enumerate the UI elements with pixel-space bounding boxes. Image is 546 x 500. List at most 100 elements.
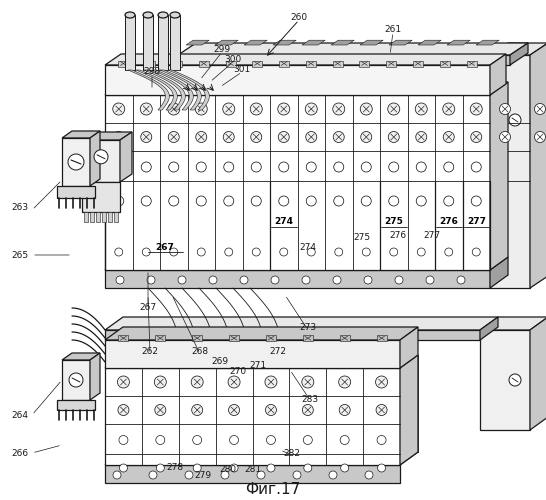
- Text: 282: 282: [283, 448, 300, 458]
- Circle shape: [376, 376, 388, 388]
- Polygon shape: [168, 70, 209, 110]
- Text: 270: 270: [229, 368, 247, 376]
- Text: 267: 267: [139, 304, 157, 312]
- Polygon shape: [84, 212, 88, 222]
- Text: 283: 283: [301, 396, 318, 404]
- Polygon shape: [105, 452, 418, 465]
- Polygon shape: [105, 355, 418, 368]
- Circle shape: [230, 464, 238, 472]
- Circle shape: [120, 464, 127, 472]
- Polygon shape: [331, 40, 354, 45]
- Polygon shape: [62, 353, 100, 360]
- Circle shape: [509, 374, 521, 386]
- Polygon shape: [186, 40, 209, 45]
- Polygon shape: [105, 65, 490, 95]
- Circle shape: [224, 162, 234, 172]
- Circle shape: [416, 132, 427, 142]
- Circle shape: [224, 196, 234, 206]
- Circle shape: [265, 404, 276, 415]
- Polygon shape: [229, 335, 239, 341]
- Circle shape: [141, 132, 152, 142]
- Circle shape: [221, 471, 229, 479]
- Polygon shape: [252, 60, 262, 66]
- Polygon shape: [386, 60, 396, 66]
- Polygon shape: [199, 60, 209, 66]
- Circle shape: [378, 464, 385, 472]
- Circle shape: [197, 248, 205, 256]
- Text: 281: 281: [245, 466, 262, 474]
- Circle shape: [113, 132, 124, 142]
- Polygon shape: [123, 82, 508, 257]
- Circle shape: [333, 276, 341, 284]
- Text: 261: 261: [384, 26, 401, 35]
- Polygon shape: [467, 60, 477, 66]
- Circle shape: [251, 196, 261, 206]
- Circle shape: [329, 471, 337, 479]
- Circle shape: [147, 276, 155, 284]
- Polygon shape: [303, 335, 313, 341]
- Text: 280: 280: [219, 466, 236, 474]
- Text: 274: 274: [274, 216, 293, 226]
- Polygon shape: [266, 335, 276, 341]
- Text: Фиг.17: Фиг.17: [245, 482, 301, 498]
- Text: 277: 277: [467, 216, 486, 226]
- Text: 299: 299: [213, 46, 230, 54]
- Polygon shape: [114, 212, 118, 222]
- Circle shape: [251, 162, 261, 172]
- Text: 276: 276: [440, 216, 458, 226]
- Circle shape: [228, 376, 240, 388]
- Circle shape: [169, 162, 179, 172]
- Text: 301: 301: [233, 66, 251, 74]
- Polygon shape: [62, 138, 90, 186]
- Circle shape: [307, 248, 315, 256]
- Circle shape: [361, 196, 371, 206]
- Polygon shape: [62, 360, 90, 400]
- Text: 278: 278: [167, 464, 183, 472]
- Polygon shape: [158, 15, 168, 70]
- Text: 263: 263: [11, 204, 28, 212]
- Circle shape: [443, 103, 455, 115]
- Circle shape: [360, 103, 372, 115]
- Polygon shape: [225, 60, 235, 66]
- Circle shape: [365, 471, 373, 479]
- Circle shape: [115, 248, 123, 256]
- Circle shape: [500, 104, 511, 115]
- Polygon shape: [90, 212, 94, 222]
- Polygon shape: [480, 317, 498, 340]
- Circle shape: [265, 376, 277, 388]
- Circle shape: [306, 162, 316, 172]
- Circle shape: [156, 464, 164, 472]
- Polygon shape: [447, 40, 470, 45]
- Polygon shape: [90, 353, 100, 400]
- Polygon shape: [510, 43, 528, 65]
- Polygon shape: [105, 95, 490, 270]
- Ellipse shape: [158, 12, 168, 18]
- Circle shape: [68, 154, 84, 170]
- Polygon shape: [128, 70, 169, 110]
- Polygon shape: [96, 212, 100, 222]
- Ellipse shape: [170, 12, 180, 18]
- Circle shape: [229, 404, 240, 415]
- Circle shape: [156, 436, 165, 444]
- Circle shape: [169, 196, 179, 206]
- Circle shape: [333, 132, 344, 142]
- Polygon shape: [105, 340, 400, 368]
- Polygon shape: [377, 335, 387, 341]
- Polygon shape: [413, 60, 423, 66]
- Text: 277: 277: [424, 232, 441, 240]
- Circle shape: [376, 404, 387, 415]
- Text: 272: 272: [270, 348, 287, 356]
- Circle shape: [143, 248, 150, 256]
- Circle shape: [178, 276, 186, 284]
- Polygon shape: [306, 60, 316, 66]
- Polygon shape: [105, 317, 498, 330]
- Circle shape: [306, 196, 316, 206]
- Circle shape: [225, 248, 233, 256]
- Circle shape: [535, 132, 545, 142]
- Circle shape: [334, 196, 344, 206]
- Polygon shape: [118, 60, 128, 66]
- Polygon shape: [108, 212, 112, 222]
- Circle shape: [155, 404, 166, 415]
- Polygon shape: [125, 15, 135, 70]
- Polygon shape: [82, 132, 132, 140]
